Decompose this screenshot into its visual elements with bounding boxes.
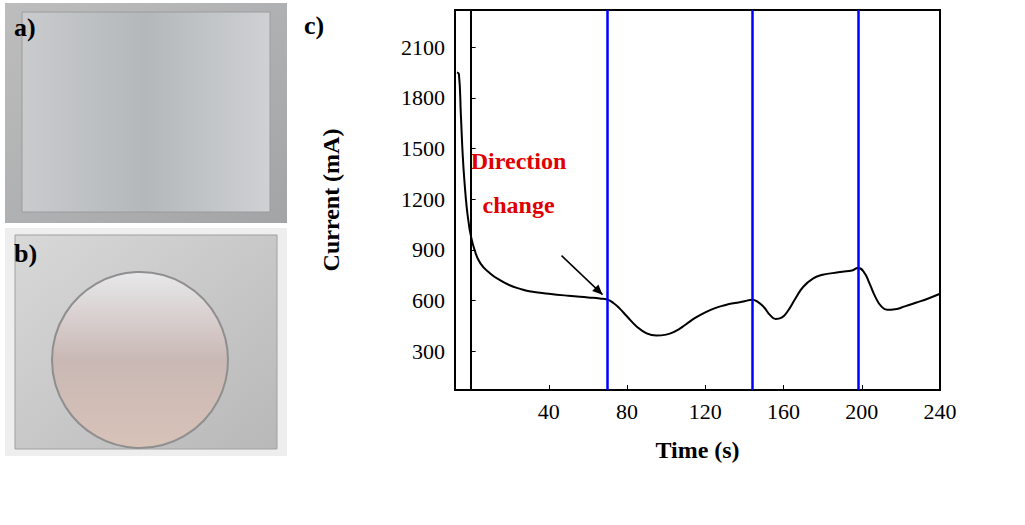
svg-text:900: 900: [412, 237, 445, 262]
svg-text:160: 160: [767, 399, 800, 424]
svg-text:40: 40: [538, 399, 560, 424]
svg-text:1500: 1500: [401, 136, 445, 161]
svg-text:600: 600: [412, 288, 445, 313]
svg-text:80: 80: [616, 399, 638, 424]
svg-text:Time (s): Time (s): [655, 437, 739, 463]
svg-text:300: 300: [412, 339, 445, 364]
svg-text:a): a): [14, 13, 36, 42]
svg-text:c): c): [304, 11, 324, 40]
svg-text:1800: 1800: [401, 85, 445, 110]
svg-text:b): b): [14, 239, 37, 268]
svg-text:240: 240: [924, 399, 957, 424]
svg-text:change: change: [483, 192, 555, 218]
svg-text:Current (mA): Current (mA): [318, 129, 344, 272]
svg-text:120: 120: [689, 399, 722, 424]
svg-text:2100: 2100: [401, 35, 445, 60]
svg-text:200: 200: [845, 399, 878, 424]
svg-text:Direction: Direction: [471, 148, 567, 174]
svg-text:1200: 1200: [401, 187, 445, 212]
